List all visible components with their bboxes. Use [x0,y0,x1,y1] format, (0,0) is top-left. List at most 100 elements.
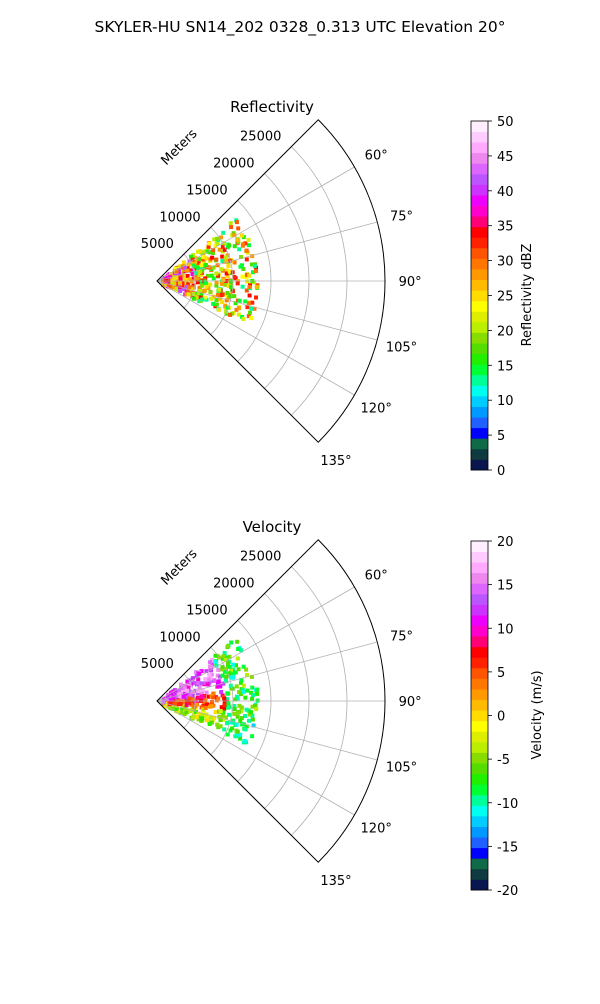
echo-cell [174,275,179,280]
echo-cell [191,253,196,258]
echo-cell [216,273,221,278]
echo-cell [234,307,239,312]
echo-cell [227,269,232,274]
echo-cell [214,271,219,276]
echo-cell [183,705,188,710]
echo-cell [220,249,225,254]
echo-cell [219,690,224,694]
echo-cell [227,243,232,248]
echo-cell [185,699,190,704]
echo-cell [181,276,186,281]
reflectivity-panel: Reflectivity 5000 10000 15000 20000 25000 60°… [141,98,535,479]
echo-cell [199,669,204,674]
azimuth-tick-label: 120° [361,822,392,837]
echo-cell [175,702,180,707]
echo-cell [239,677,244,682]
colorbar-segment [471,868,488,880]
echo-cell [238,680,243,685]
colorbar-segment [471,773,488,785]
echo-cell [200,271,204,275]
echo-cell [234,694,239,699]
echo-cell [180,283,185,288]
figure-title: SKYLER-HU SN14_202 0328_0.313 UTC Elevat… [95,18,506,37]
echo-cell [218,724,223,729]
echo-cell [209,296,214,301]
echo-cell [250,254,255,259]
echo-cell [219,267,224,272]
azimuth-tick-label: 105° [386,341,417,356]
echo-cell [214,663,219,668]
echo-cell [178,289,183,293]
echo-cell [174,269,179,274]
echo-cell [226,661,230,665]
echo-cell [179,682,183,687]
echo-cell [252,306,257,311]
echo-cell [220,300,225,305]
echo-cell [229,675,234,680]
echo-cell [253,703,257,708]
echo-cell [234,663,238,668]
echo-cell [207,265,212,270]
azimuth-tick-label: 60° [365,149,388,164]
colorbar-tick-label: 40 [497,185,514,200]
echo-cell [232,233,237,238]
echo-cell [255,687,260,692]
echo-cell [203,698,208,703]
echo-cell [232,707,237,711]
echo-cell [210,662,215,667]
echo-cell [249,306,254,311]
echo-cell [220,693,225,698]
echo-cell [185,274,190,278]
echo-cell [251,723,256,728]
echo-cell [222,727,227,732]
echo-cell [196,266,201,270]
colorbar-tick-label: 20 [497,535,514,550]
colorbar-segment [471,300,488,312]
echo-cell [222,703,227,708]
echo-cell [223,715,228,720]
echo-cell [243,241,248,246]
echo-cell [191,693,196,698]
echo-cell [215,241,220,246]
echo-cell [178,280,182,284]
echo-cell [200,694,205,699]
colorbar-segment [471,406,488,418]
radial-tick-label: 15000 [186,603,227,618]
echo-cell [244,257,249,262]
colorbar-segment [471,279,488,291]
echo-cell [196,689,201,694]
colorbar-segment [471,689,488,701]
radial-tick-label: 20000 [213,157,254,172]
echo-cell [247,310,252,315]
colorbar-segment [471,332,488,344]
echo-cell [250,696,255,701]
echo-cell [214,695,218,700]
echo-cell [189,702,194,707]
echo-cell [232,275,237,279]
echo-cell [211,695,216,700]
azimuth-spoke [156,700,378,761]
colorbar-segment [471,678,488,690]
echo-cell [170,280,175,285]
echo-cell [225,697,230,702]
echo-cell [220,713,225,718]
echo-cell [208,660,213,665]
echo-cell [225,721,230,726]
echo-cell [221,230,226,235]
colorbar-segment [471,321,488,333]
echo-cell [220,258,225,263]
echo-cell [214,280,219,285]
echo-cell [239,255,243,259]
echo-cell [250,734,255,739]
colorbar-segment [471,395,488,407]
echo-cell [219,235,224,240]
azimuth-tick-label: 90° [399,275,422,290]
echo-cell [196,681,201,685]
echo-cell [243,695,248,700]
echo-cell [229,285,233,289]
colorbar-segment [471,710,488,722]
echo-cell [218,297,223,302]
echo-cell [224,259,229,264]
echo-cell [199,718,204,723]
echo-cell [187,678,192,683]
